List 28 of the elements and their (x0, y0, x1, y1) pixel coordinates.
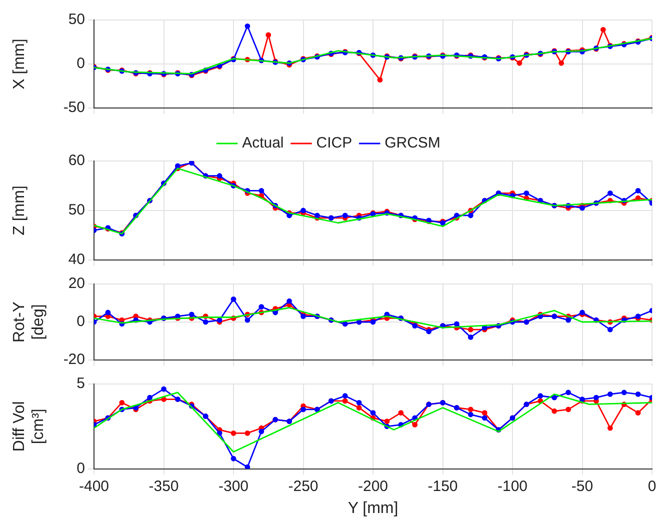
x-tick-label: -100 (497, 478, 528, 495)
x-axis-title: Y [mm] (348, 500, 398, 517)
x-tick-label: -150 (428, 478, 458, 495)
x-tick-label: -350 (148, 478, 179, 495)
legend-label: CICP (316, 134, 352, 152)
y-tick-label: 0 (76, 460, 85, 477)
y-tick-label: 60 (68, 152, 85, 170)
y-tick-label: 20 (68, 275, 85, 292)
y-axis-title: Rot-Y [deg] (11, 301, 48, 342)
y-tick-label: 5 (76, 375, 85, 392)
y-tick-label: 50 (68, 202, 85, 219)
y-tick-label: 0 (76, 313, 85, 330)
y-tick-label: 40 (68, 251, 85, 268)
legend-label: Actual (242, 134, 284, 152)
y-axis-title: Z [mm] (11, 186, 28, 236)
y-axis-title: X [mm] (11, 38, 28, 90)
y-tick-label: 0 (76, 55, 85, 72)
y-tick-label: -50 (63, 99, 85, 116)
legend-label: GRCSM (384, 134, 440, 152)
x-tick-label: -400 (78, 478, 110, 495)
x-tick-label: -300 (218, 478, 249, 495)
x-tick-label: -200 (358, 478, 388, 495)
x-tick-label: 0 (648, 478, 656, 495)
y-tick-label: -20 (63, 351, 85, 368)
x-tick-label: -250 (288, 478, 318, 495)
x-tick-label: -50 (571, 478, 594, 495)
y-tick-label: 50 (68, 11, 85, 28)
y-axis-title: Diff Vol [cm³] (11, 401, 48, 452)
